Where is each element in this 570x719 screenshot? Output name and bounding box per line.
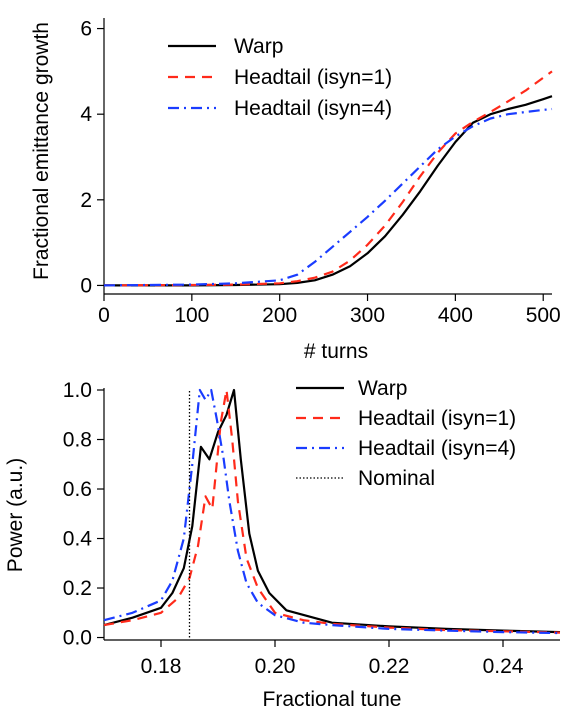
y-tick-label: 0.6: [63, 478, 92, 501]
y-tick-label: 1.0: [63, 379, 92, 402]
y-tick-label: 0.2: [63, 577, 92, 600]
legend-label: Headtail (isyn=1): [234, 66, 392, 89]
x-tick-label: 300: [350, 304, 385, 327]
y-tick-label: 0: [80, 274, 92, 297]
y-tick-label: 6: [80, 18, 92, 41]
chart-1: 0 100 200 300 400 500 0 2 4 6 # turns Fractional em…: [30, 18, 561, 363]
y-tick-label: 0.8: [63, 429, 92, 452]
legend-label: Headtail (isyn=4): [358, 437, 516, 460]
legend-label: Headtail (isyn=4): [234, 97, 392, 120]
y-tick-label: 4: [80, 103, 92, 126]
legend-label: Headtail (isyn=1): [358, 407, 516, 430]
x-tick-label: 100: [174, 304, 209, 327]
y-axis-label: Power (a.u.): [4, 458, 27, 572]
series-line-headtail-isyn-4: [103, 107, 553, 287]
series-line-headtail-isyn-1: [103, 70, 553, 287]
y-tick-label: 0.4: [63, 528, 93, 551]
x-tick-label: 400: [438, 304, 473, 327]
x-axis-label: Fractional tune: [263, 688, 402, 711]
x-tick-label: 200: [262, 304, 297, 327]
x-tick-label: 0.24: [483, 655, 524, 678]
y-tick-label: 0.0: [63, 627, 92, 650]
x-tick-label: 0.18: [141, 655, 182, 678]
y-tick-label: 2: [80, 189, 92, 212]
x-tick-label: 500: [526, 304, 561, 327]
legend-label: Nominal: [358, 467, 435, 490]
x-tick-label: 0.20: [255, 655, 296, 678]
x-tick-label: 0.22: [369, 655, 410, 678]
series-line-warp: [103, 388, 561, 634]
legend-label: Warp: [358, 377, 407, 400]
x-tick-label: 0: [98, 304, 110, 327]
chart-2: 0.18 0.20 0.22 0.24 0.0 0.2 0.4 0.6 0.8 1.0 Fracti…: [4, 377, 561, 711]
series-line-headtail-isyn-4: [103, 388, 561, 635]
series-line-warp: [104, 95, 553, 287]
series-line-headtail-isyn-1: [103, 388, 561, 634]
y-axis-label: Fractional emittance growth: [30, 22, 53, 280]
legend-label: Warp: [234, 35, 283, 58]
x-axis-label: # turns: [304, 340, 368, 363]
